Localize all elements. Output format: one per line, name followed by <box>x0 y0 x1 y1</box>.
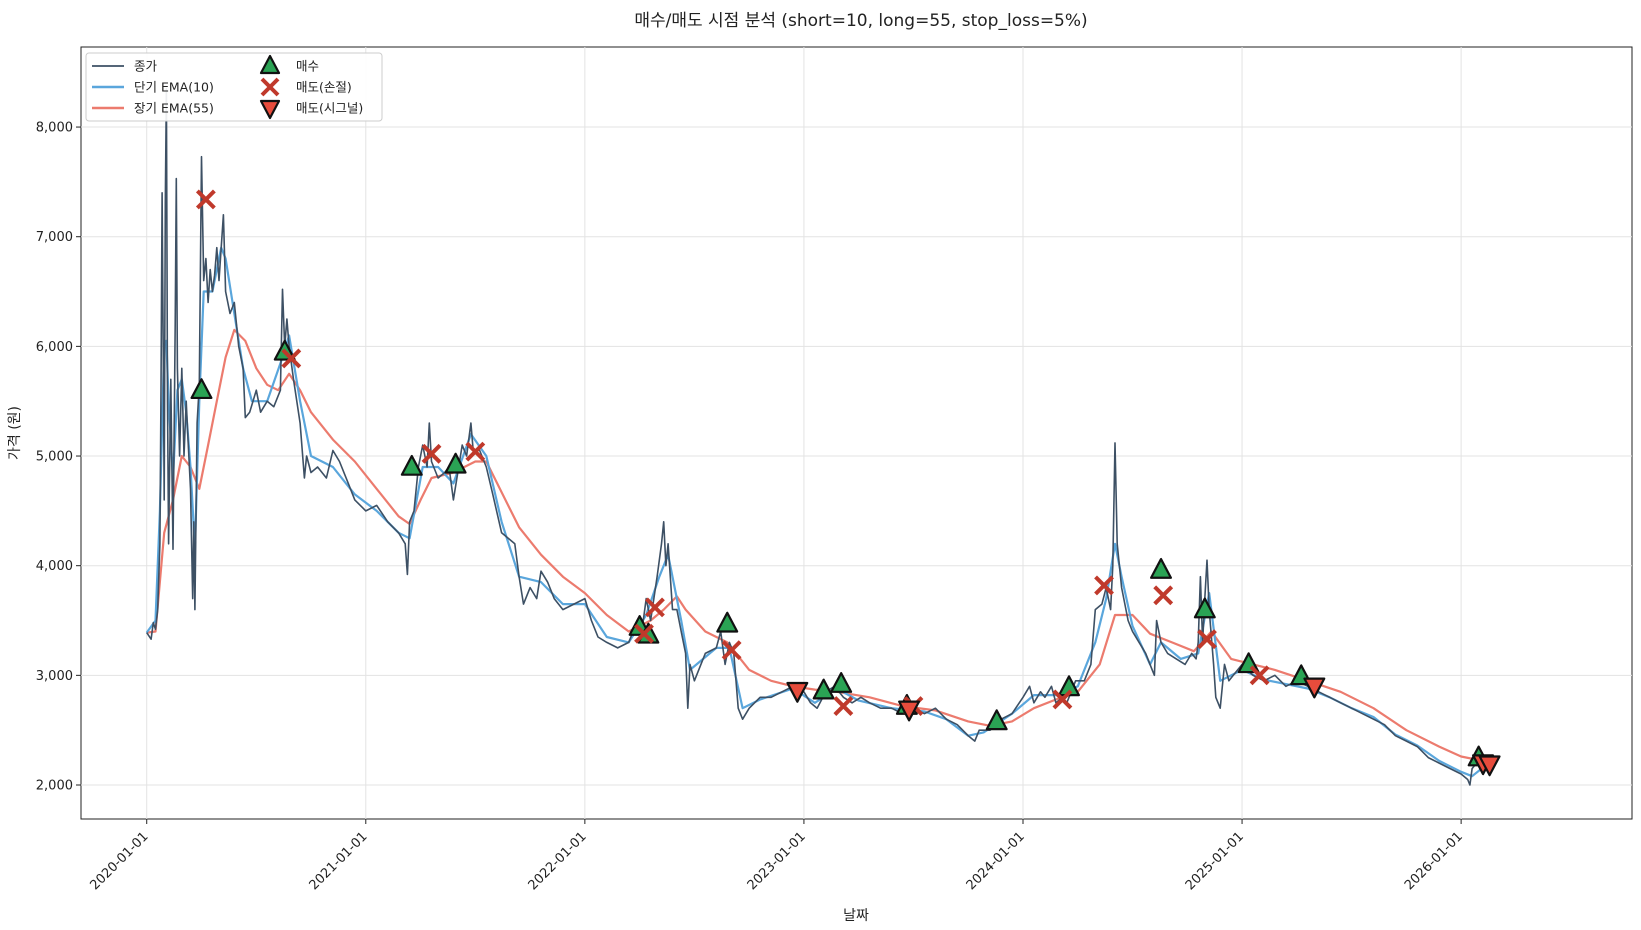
buy-marker <box>444 452 467 474</box>
stop-loss-marker <box>421 443 442 464</box>
stop-loss-marker <box>721 640 742 661</box>
markers-group <box>190 189 1501 777</box>
legend-stop-loss-handle <box>260 77 280 97</box>
close-price-line <box>146 87 1489 786</box>
x-tick-label: 2024-01-01 <box>964 829 1028 893</box>
buy-marker <box>1150 557 1173 579</box>
stop-loss-marker <box>634 623 654 644</box>
sell-signal-marker <box>786 681 809 703</box>
stop-loss-marker <box>1153 585 1174 606</box>
y-axis-label: 가격 (원) <box>7 406 23 460</box>
legend-label: 종가 <box>134 59 158 74</box>
y-tick-label: 5,000 <box>36 450 73 465</box>
legend-sell-signal-handle <box>259 99 281 120</box>
x-axis: 2020-01-01 2021-01-01 2022-01-01 2023-01-01… <box>88 819 1466 893</box>
stop-loss-marker <box>281 348 302 369</box>
buy-marker <box>830 672 853 693</box>
y-tick-label: 4,000 <box>36 559 73 574</box>
legend-label: 매도(시그널) <box>296 101 363 116</box>
x-tick-label: 2020-01-01 <box>88 829 152 893</box>
stop-loss-marker <box>1197 629 1217 650</box>
legend-label: 장기 EMA(55) <box>134 101 214 116</box>
sell-signal-marker <box>1478 755 1501 777</box>
sell-signal-marker <box>1303 677 1326 699</box>
x-tick-label: 2021-01-01 <box>307 829 371 893</box>
buy-marker <box>985 709 1008 731</box>
x-axis-label: 날짜 <box>843 908 869 924</box>
stop-loss-marker <box>465 441 486 462</box>
stop-loss-marker <box>1094 575 1114 596</box>
buy-marker <box>400 454 423 476</box>
plot-area <box>80 46 1633 820</box>
legend-buy-handle <box>259 54 281 75</box>
x-tick-label: 2026-01-01 <box>1402 829 1466 893</box>
stop-loss-marker <box>645 597 665 618</box>
chart-title: 매수/매도 시점 분석 (short=10, long=55, stop_los… <box>634 11 1087 31</box>
y-axis: 2,000 3,000 4,000 5,000 6,000 7,000 8,000 <box>36 121 81 794</box>
stop-loss-marker <box>833 696 854 716</box>
y-tick-label: 6,000 <box>36 340 73 355</box>
buy-marker <box>716 611 739 633</box>
stop-loss-marker <box>1249 665 1270 686</box>
buy-marker <box>1193 597 1216 619</box>
legend-label: 매도(손절) <box>296 80 352 95</box>
long-ema-line <box>146 328 1488 763</box>
legend-box <box>85 52 383 122</box>
x-tick-label: 2025-01-01 <box>1183 829 1247 893</box>
sell-signal-marker <box>898 700 921 722</box>
y-tick-label: 7,000 <box>36 230 73 245</box>
y-tick-label: 3,000 <box>36 669 73 684</box>
stop-loss-marker <box>195 189 216 210</box>
stop-loss-marker <box>1052 689 1073 710</box>
buy-marker <box>812 678 835 700</box>
grid <box>81 47 1632 819</box>
x-tick-label: 2023-01-01 <box>745 829 809 893</box>
series-group <box>145 87 1489 786</box>
legend-label: 매수 <box>296 59 319 74</box>
legend-label: 단기 EMA(10) <box>134 80 214 95</box>
x-tick-label: 2022-01-01 <box>526 829 590 893</box>
y-tick-label: 2,000 <box>36 779 73 794</box>
y-tick-label: 8,000 <box>36 121 73 136</box>
buy-marker <box>190 378 213 400</box>
